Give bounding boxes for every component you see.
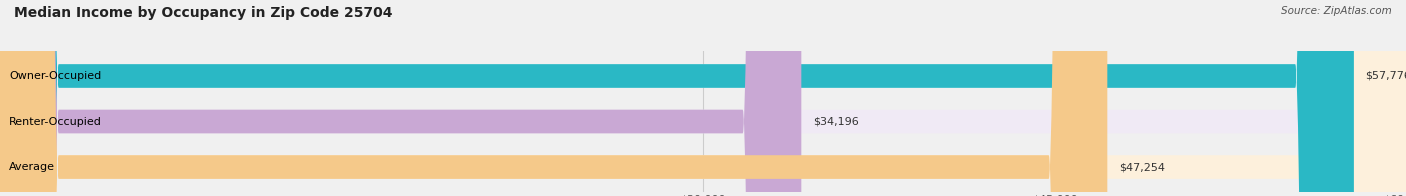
FancyBboxPatch shape — [0, 0, 801, 196]
Text: $57,776: $57,776 — [1365, 71, 1406, 81]
Text: Median Income by Occupancy in Zip Code 25704: Median Income by Occupancy in Zip Code 2… — [14, 6, 392, 20]
Text: Source: ZipAtlas.com: Source: ZipAtlas.com — [1281, 6, 1392, 16]
Text: $34,196: $34,196 — [813, 116, 859, 127]
Text: Average: Average — [10, 162, 55, 172]
FancyBboxPatch shape — [0, 0, 1108, 196]
Text: Renter-Occupied: Renter-Occupied — [10, 116, 103, 127]
Text: Owner-Occupied: Owner-Occupied — [10, 71, 101, 81]
Text: $47,254: $47,254 — [1119, 162, 1166, 172]
FancyBboxPatch shape — [0, 0, 1354, 196]
